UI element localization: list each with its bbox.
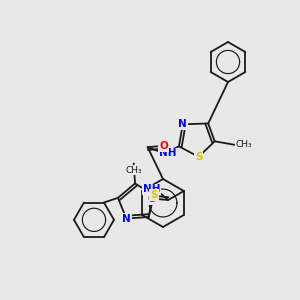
Text: S: S: [150, 190, 158, 200]
Text: NH: NH: [159, 148, 176, 158]
Text: NH: NH: [143, 184, 160, 194]
Text: O: O: [159, 141, 168, 151]
Text: O: O: [159, 141, 168, 151]
Text: N: N: [178, 119, 187, 129]
Text: O: O: [148, 194, 157, 204]
Text: O: O: [148, 194, 157, 204]
Text: N: N: [122, 214, 131, 224]
Text: NH: NH: [159, 148, 176, 158]
Text: S: S: [150, 190, 158, 200]
Text: CH₃: CH₃: [125, 166, 142, 175]
Text: S: S: [195, 152, 202, 162]
Text: NH: NH: [143, 184, 160, 194]
Text: CH₃: CH₃: [236, 140, 252, 149]
Text: S: S: [195, 152, 202, 162]
Text: N: N: [178, 119, 187, 129]
Text: N: N: [122, 214, 131, 224]
